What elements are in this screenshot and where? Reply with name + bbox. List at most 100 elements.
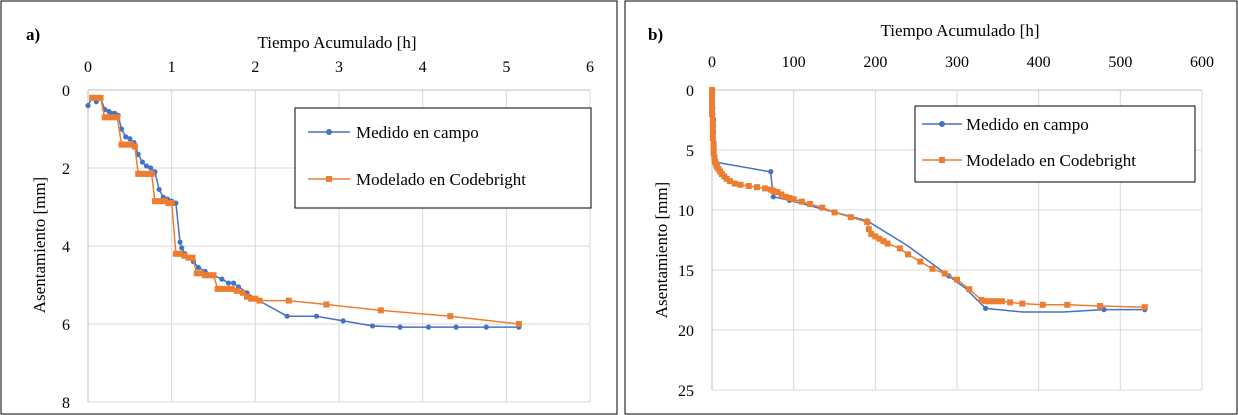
chart-b-point-modeled [896,245,903,252]
chart-b-point-modeled [745,183,752,189]
chart-panel-a: a) Tiempo Acumulado [h] Asentamiento [mm… [0,0,618,415]
chart-b-x-tick-label: 0 [708,54,716,71]
chart-a-point-modeled [323,301,330,308]
chart-b-point-modeled [905,251,911,258]
chart-b-point-modeled [709,135,716,141]
chart-b-point-modeled [807,201,813,207]
chart-a-y-tick-label: 4 [62,239,70,256]
chart-a-point-modeled [177,250,184,257]
chart-b-point-modeled [847,214,854,221]
chart-a-point-modeled [233,287,240,294]
chart-a-point-modeled [141,170,148,177]
chart-a-point-modeled [93,94,100,101]
chart-b-y-tick-label: 25 [678,383,694,400]
chart-a-point-modeled [193,270,200,277]
chart-b-point-modeled [917,258,924,265]
chart-a-point-modeled [285,297,292,304]
chart-b-point-modeled [709,111,715,117]
chart-b-frame [624,0,1238,415]
chart-a-point-measured [118,126,125,132]
chart-a-point-modeled [252,295,259,302]
chart-b-point-modeled [710,147,717,153]
chart-b-point-modeled [731,180,738,187]
chart-a-point-measured [425,324,432,330]
chart-a-point-modeled [105,114,112,121]
chart-a-point-modeled [218,285,225,292]
chart-a-y-tick-label: 2 [62,161,70,178]
chart-b-x-tick-label: 200 [863,54,887,71]
chart-b-point-modeled [994,298,1001,305]
chart-b-x-axis-title: Tiempo Acumulado [h] [881,21,1040,40]
chart-a-point-modeled [89,94,96,101]
chart-b-point-modeled [876,235,883,242]
chart-b-point-modeled [990,298,997,305]
chart-a-point-modeled [377,307,384,314]
chart-a-point-measured [453,324,459,330]
chart-a-x-tick-label: 1 [168,59,176,76]
chart-b-x-tick-label: 400 [1027,54,1051,71]
chart-a-x-tick-label: 3 [335,59,343,76]
chart-a-point-modeled [145,170,152,177]
chart-b-x-tick-label: 500 [1108,54,1132,71]
chart-a-point-measured [483,324,489,330]
chart-a-y-tick-label: 8 [62,395,70,412]
chart-a-point-modeled [138,170,145,177]
chart-b-point-modeled [954,276,960,283]
chart-a-point-modeled [197,270,204,277]
chart-panel-b: b) Tiempo Acumulado [h] Asentamiento [mm… [624,0,1238,415]
chart-a-point-modeled [210,272,217,279]
chart-a-point-modeled [223,285,230,292]
chart-b-point-measured [768,169,774,175]
chart-b-y-ticks: 0 5 10 15 20 25 [678,83,694,400]
chart-a-point-modeled [172,250,179,257]
chart-a-point-modeled [110,114,117,121]
chart-a-point-measured [135,151,141,157]
chart-b-point-modeled [762,185,769,192]
chart-a-point-measured [143,163,150,169]
chart-b-y-tick-label: 5 [686,143,694,160]
chart-b-point-modeled [723,175,730,182]
chart-b-legend-label-measured: Medido en campo [966,115,1089,134]
chart-b-x-tick-label: 100 [782,54,806,71]
chart-a-point-modeled [189,254,196,261]
chart-b-point-modeled [710,150,717,157]
chart-b-y-tick-label: 20 [678,323,694,340]
chart-a-point-modeled [228,285,235,292]
chart-a-point-measured [219,276,225,282]
chart-a-point-modeled [158,198,165,205]
chart-a-point-measured [85,103,91,109]
chart-b-legend-label-modeled: Modelado en Codebright [966,151,1136,170]
chart-b-point-measured [770,194,776,200]
chart-a-x-ticks: 0 1 2 3 4 5 6 [84,59,594,76]
chart-a-legend: Medido en campo Modelado en Codebright [294,107,592,209]
chart-b-point-modeled [868,231,875,237]
chart-b-y-tick-label: 15 [678,263,694,280]
chart-b-point-modeled [864,219,871,225]
chart-b-legend: Medido en campo Modelado en Codebright [914,105,1196,183]
chart-a-plot-area [85,94,522,330]
chart-a-x-tick-label: 2 [251,59,259,76]
chart-b-point-modeled [782,193,789,200]
chart-a-point-measured [313,313,320,319]
chart-a-point-measured [148,165,154,171]
chart-a-point-modeled [120,141,127,148]
chart-a-y-tick-label: 0 [62,83,70,100]
chart-a-point-modeled [239,289,246,296]
chart-b-point-modeled [929,265,936,272]
chart-b-point-modeled [986,298,993,305]
chart-a-point-modeled [248,295,255,302]
chart-a-point-modeled [165,200,172,207]
chart-a-point-modeled [168,200,175,207]
chart-a-point-modeled [202,272,209,279]
chart-a-legend-marker-measured [326,129,332,135]
chart-b-point-measured [982,305,989,311]
chart-a-panel-label: a) [26,25,40,44]
chart-b-point-modeled [884,240,891,247]
chart-b-point-modeled [1096,303,1103,309]
chart-a-legend-box [294,107,592,209]
chart-b-point-modeled [1007,299,1014,306]
chart-a-y-axis-title: Asentamiento [mm] [30,177,49,313]
chart-a-legend-label-modeled: Modelado en Codebright [356,170,526,189]
chart-b-point-modeled [709,99,715,105]
chart-b-legend-marker-modeled [939,157,945,163]
